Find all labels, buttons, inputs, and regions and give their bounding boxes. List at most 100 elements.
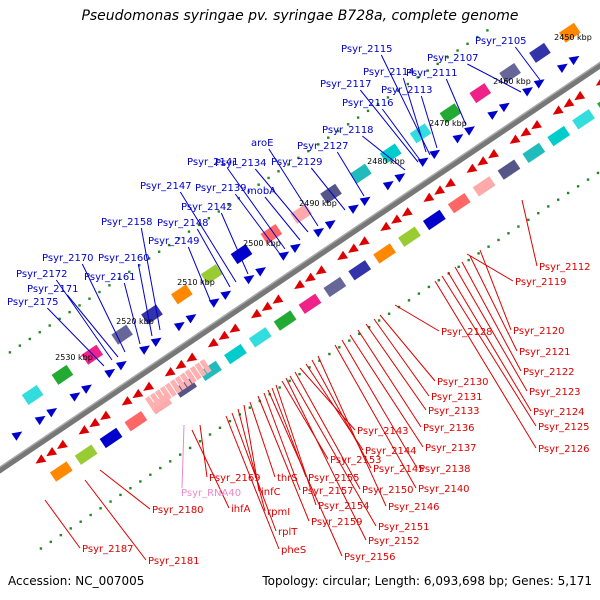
gene-label-forward: Psyr_2160: [98, 253, 150, 264]
gene-label-forward: Psyr_2147: [140, 181, 192, 192]
tick-dot: [426, 69, 429, 72]
reverse-feature-band: [179, 372, 192, 387]
reverse-gene-arrow: [358, 236, 370, 246]
reverse-gene-arrow: [272, 294, 284, 304]
genome-backbone: [0, 61, 600, 474]
reverse-gene-arrow: [347, 243, 359, 253]
kbp-tick-label: 2510 kbp: [177, 278, 215, 287]
tick-dot: [317, 143, 320, 146]
gene-label-reverse: rplT: [278, 527, 298, 538]
gene-label-reverse: Psyr_2131: [431, 392, 483, 403]
tick-dot: [187, 230, 191, 233]
gene-labels: 2450 kbp 2460 kbp 2470 kbp 2480 kbp 2490 kbp…: [7, 33, 592, 567]
reverse-feature-block: [323, 276, 347, 298]
reverse-feature-block: [472, 176, 496, 197]
kbp-tick-label: 2470 kbp: [429, 119, 467, 128]
leader-line-reverse: [249, 401, 276, 478]
reverse-gene-arrow: [337, 250, 349, 261]
leader-line-forward: [514, 46, 541, 81]
tick-dot: [338, 346, 341, 349]
tick-dot: [396, 89, 400, 92]
reverse-gene-arrow: [488, 149, 499, 159]
reverse-feature-band: [169, 379, 182, 394]
tick-dot: [227, 203, 230, 206]
tick-dot: [476, 35, 479, 39]
reverse-gene-arrow: [595, 79, 600, 86]
leader-line-forward: [196, 228, 231, 288]
leader-line-reverse: [521, 199, 538, 267]
gene-label-reverse: thrS: [277, 473, 298, 484]
tick-dot: [138, 263, 141, 267]
gene-label-forward: Psyr_2114: [363, 67, 415, 78]
tick-dot: [436, 62, 439, 66]
tick-dot: [139, 480, 142, 483]
forward-gene-arrow: [394, 173, 406, 183]
tick-dot: [38, 331, 41, 334]
reverse-gene-arrow: [509, 134, 521, 144]
tick-dot: [157, 250, 161, 253]
tick-dot: [487, 245, 490, 248]
forward-feature-block: [230, 244, 253, 265]
gene-label-reverse: Psyr_2133: [428, 406, 480, 417]
reverse-gene-arrow: [401, 207, 413, 217]
leader-line-forward: [140, 227, 161, 331]
leader-line-reverse: [447, 271, 532, 412]
reverse-feature-block: [398, 226, 421, 247]
reverse-feature-block: [74, 444, 98, 465]
gene-label-reverse: Psyr_2137: [425, 443, 477, 454]
leader-line-reverse: [479, 249, 512, 331]
leader-line-reverse: [299, 367, 356, 431]
kbp-tick-label: 2450 kbp: [554, 33, 592, 42]
leader-line-reverse: [275, 384, 317, 506]
gene-label-forward: Psyr_2161: [84, 272, 136, 283]
leader-line-forward: [220, 212, 249, 275]
tick-dot: [497, 238, 500, 242]
backbone-highlight: [0, 61, 600, 468]
forward-gene-arrow: [522, 87, 533, 97]
tick-dot: [69, 527, 72, 530]
forward-gene-arrow: [11, 431, 23, 441]
tick-dot: [427, 285, 431, 289]
tick-dot: [108, 284, 111, 287]
forward-feature-block: [350, 163, 372, 184]
gene-label-forward: Psyr_2175: [7, 297, 59, 308]
forward-gene-arrow: [324, 220, 336, 230]
tick-dot: [297, 156, 300, 160]
gene-label-forward: Psyr_2141: [187, 157, 239, 168]
forward-feature-block: [260, 223, 283, 244]
reverse-gene-arrow: [229, 323, 241, 333]
reverse-gene-arrow: [89, 417, 101, 428]
tick-dot: [366, 109, 370, 113]
gene-label-reverse: Psyr_2120: [513, 326, 565, 337]
gene-label-reverse: Psyr_2169: [209, 473, 261, 484]
gene-label-reverse: Psyr_2159: [311, 517, 363, 528]
gene-label-reverse: Psyr_2155: [308, 473, 360, 484]
reverse-gene-arrow: [143, 381, 155, 391]
tick-dot: [248, 406, 252, 409]
tick-dot: [288, 379, 291, 383]
forward-feature-block: [558, 22, 581, 43]
gene-label-reverse: Psyr_2157: [302, 486, 354, 497]
tick-dot: [416, 76, 419, 79]
tick-dot: [159, 466, 162, 470]
reverse-gene-arrow: [186, 352, 198, 362]
gene-label-reverse: Psyr_2130: [437, 377, 489, 388]
tick-dot: [308, 366, 311, 369]
tick-dot: [446, 56, 449, 59]
tick-dot: [517, 225, 520, 228]
tick-dot: [207, 217, 211, 220]
leader-line-forward: [55, 279, 113, 361]
reverse-feature-block: [572, 109, 595, 130]
gene-label-reverse: Psyr_2140: [418, 484, 470, 495]
gene-label-reverse: Psyr_2126: [538, 444, 590, 455]
tick-dot: [456, 49, 459, 52]
gene-label-forward: Psyr_2134: [215, 158, 267, 169]
tick-dot: [208, 433, 212, 436]
forward-feature-block: [439, 103, 462, 124]
forward-gene-arrow: [104, 368, 116, 379]
forward-gene-arrow: [348, 204, 359, 214]
leader-line-forward: [380, 54, 431, 156]
gene-label-reverse: infC: [261, 487, 281, 498]
tick-dot: [367, 325, 371, 329]
tick-dot: [167, 243, 171, 247]
